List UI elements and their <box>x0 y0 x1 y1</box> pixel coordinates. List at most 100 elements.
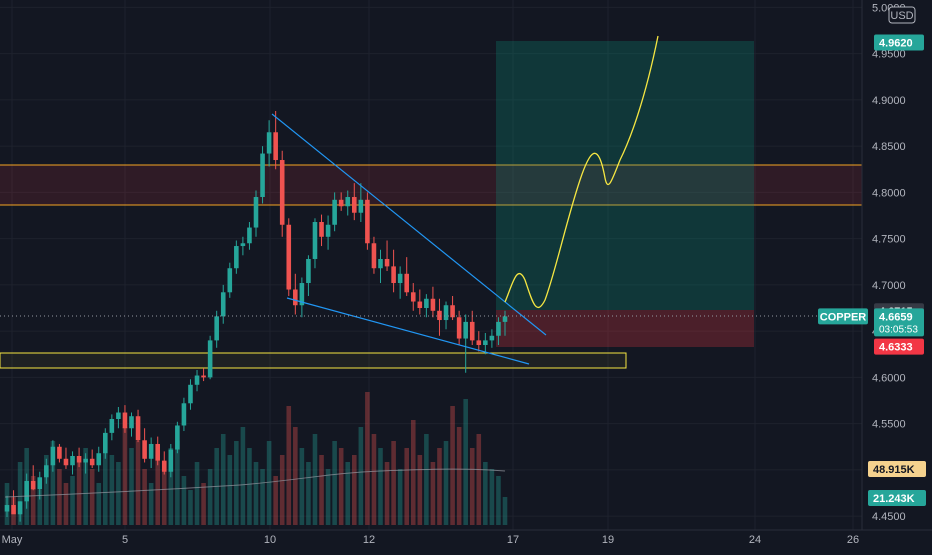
price-tick-label: 4.8500 <box>872 141 906 153</box>
candle-body <box>293 289 298 306</box>
time-tick-label: 17 <box>507 534 519 546</box>
volume-bar <box>188 490 193 525</box>
volume-bar <box>391 441 396 525</box>
candle-body <box>161 460 167 472</box>
candle-body <box>299 283 305 306</box>
candle-body <box>502 316 508 322</box>
candle-body <box>194 375 200 385</box>
symbol-badge[interactable]: COPPER <box>818 308 868 325</box>
projection-path <box>504 35 659 308</box>
volume-bar <box>319 455 324 525</box>
candle-body <box>188 384 193 404</box>
candle-body <box>214 316 219 341</box>
candle-body <box>496 321 501 336</box>
candle-body <box>312 221 318 259</box>
candle-body <box>142 440 147 459</box>
volume-bar <box>253 462 259 525</box>
volume-bar <box>234 441 239 525</box>
candle-body <box>260 153 265 198</box>
volume-ma-line <box>4 468 506 498</box>
candle-body <box>181 403 187 426</box>
volume-bar <box>397 469 403 525</box>
candle-body <box>11 505 16 515</box>
candle-body <box>410 292 416 302</box>
candle-body <box>443 305 449 321</box>
volume-bar <box>142 469 147 525</box>
volume-bar <box>312 434 318 525</box>
volume-bar <box>129 448 134 525</box>
volume-bar <box>293 427 298 525</box>
candles <box>4 110 508 522</box>
volume-bar <box>306 462 311 525</box>
price-tag: 4.6333 <box>874 338 924 355</box>
candle-body <box>450 305 455 318</box>
candle-body <box>70 456 75 466</box>
volume-tag: 21.243K <box>868 490 926 506</box>
price-tag-value: 4.6333 <box>879 342 913 354</box>
candle-body <box>207 340 213 378</box>
time-tick-label: 5 <box>122 534 128 546</box>
price-tick-label: 4.6000 <box>872 372 906 384</box>
candle-body <box>4 505 10 512</box>
candle-body <box>483 340 488 346</box>
currency-label: USD <box>890 10 913 22</box>
price-tick-label: 4.9500 <box>872 49 906 61</box>
volume-bar <box>299 448 305 525</box>
candle-body <box>63 458 69 466</box>
volume-bar <box>227 455 233 525</box>
volume-bar <box>456 427 462 525</box>
stop-zone <box>496 310 754 347</box>
candle-body <box>476 340 482 346</box>
price-tag-value: 4.9620 <box>879 38 913 50</box>
volume-bar <box>273 476 278 525</box>
candle-body <box>30 480 36 490</box>
candle-body <box>227 268 233 293</box>
volume-bar <box>489 469 495 525</box>
volume-tag: 48.915K <box>868 461 926 477</box>
volume-bar <box>30 476 36 525</box>
volume-bar <box>496 476 501 525</box>
wedge-lower-trendline <box>286 297 530 365</box>
candle-body <box>338 199 344 207</box>
drawings <box>0 35 862 498</box>
candle-body <box>424 298 429 309</box>
time-tick-label: May <box>2 534 23 546</box>
candle-body <box>365 199 370 244</box>
candle-body <box>437 310 442 321</box>
volume-bar <box>443 441 449 525</box>
volume-bar <box>338 448 344 525</box>
volume-bar <box>378 448 383 525</box>
price-tick-label: 4.8000 <box>872 187 906 199</box>
candle-body <box>96 453 102 466</box>
currency-badge[interactable]: USD <box>888 6 916 24</box>
candle-body <box>155 443 161 461</box>
candle-body <box>358 199 364 213</box>
volume-bar <box>417 455 423 525</box>
volume-bar <box>116 462 121 525</box>
candle-body <box>273 132 278 161</box>
candle-body <box>332 199 337 225</box>
volume-bar <box>220 434 226 525</box>
volume-bar <box>450 406 455 525</box>
volume-bar <box>161 462 167 525</box>
volume-bar <box>37 490 43 525</box>
time-tick-label: 10 <box>264 534 276 546</box>
volume-bar <box>63 483 69 525</box>
volume-bar <box>502 497 508 525</box>
volume-bar <box>279 455 285 525</box>
volume-bar <box>44 455 49 525</box>
volume-bar <box>469 448 475 525</box>
candle-body <box>266 132 272 154</box>
candle-body <box>24 480 29 502</box>
volume-bar <box>194 462 200 525</box>
candle-body <box>279 160 285 225</box>
volume-bar <box>83 448 88 525</box>
volume-bar <box>57 469 62 525</box>
time-tick-label: 24 <box>749 534 761 546</box>
volume-bar <box>384 462 390 525</box>
time-tick-label: 19 <box>602 534 614 546</box>
price-tag-value: 4.6659 <box>879 311 913 323</box>
